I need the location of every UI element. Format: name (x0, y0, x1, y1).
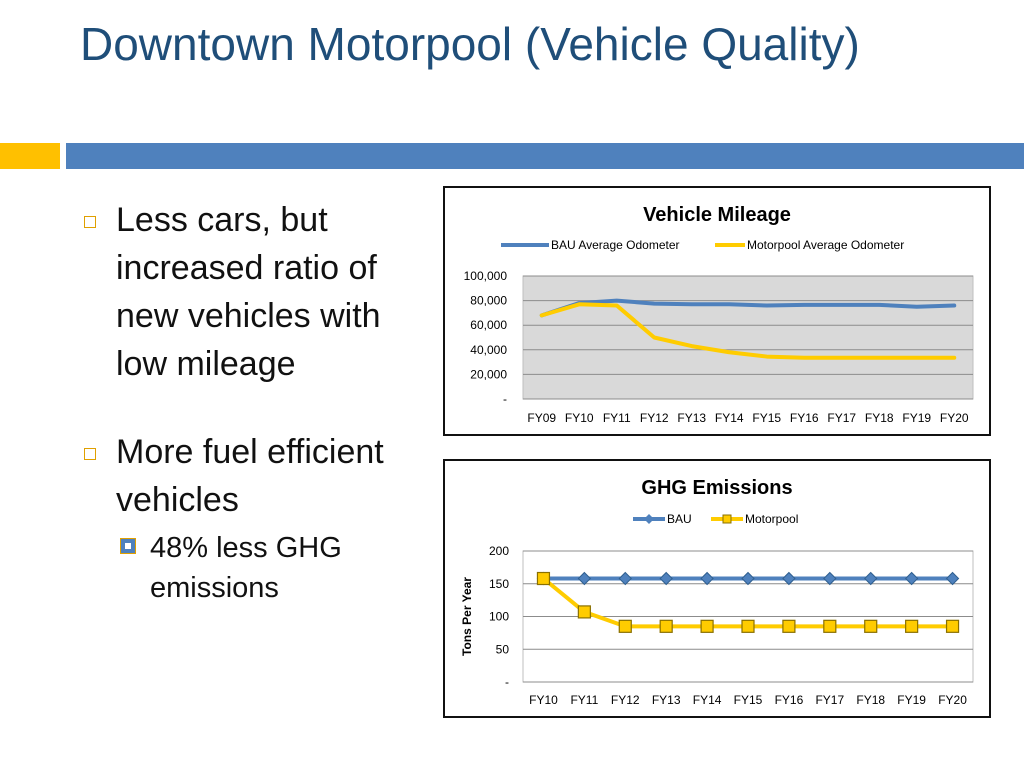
series-line-0 (539, 298, 957, 318)
data-point (864, 619, 878, 633)
slide-title: Downtown Motorpool (Vehicle Quality) (80, 18, 860, 70)
data-point (577, 571, 592, 586)
x-tick-label: FY15 (752, 411, 781, 425)
data-point (945, 571, 960, 586)
title-rule-bar (66, 143, 1024, 169)
square-bullet-icon (84, 448, 96, 460)
x-tick-label: FY17 (815, 693, 844, 707)
x-tick-label: FY18 (865, 411, 894, 425)
y-tick-label: - (505, 675, 509, 689)
y-tick-label: 20,000 (470, 367, 507, 381)
data-point (782, 571, 796, 586)
legend-label: Motorpool (745, 512, 798, 526)
x-tick-label: FY19 (902, 411, 931, 425)
data-point (618, 571, 632, 586)
y-axis-label: Tons Per Year (460, 577, 474, 656)
data-point (945, 619, 960, 633)
data-point (618, 619, 632, 633)
y-tick-label: 150 (489, 577, 509, 591)
x-tick-label: FY14 (693, 693, 722, 707)
legend-label: Motorpool Average Odometer (747, 238, 904, 252)
data-point (741, 619, 755, 633)
y-tick-label: 100 (489, 610, 509, 624)
square-bullet-icon (84, 216, 96, 228)
x-tick-label: FY14 (715, 411, 744, 425)
x-tick-label: FY12 (611, 693, 640, 707)
data-point (782, 619, 796, 633)
bullet-item: More fuel efficient vehicles 48% less GH… (80, 428, 420, 608)
x-tick-label: FY11 (570, 693, 598, 707)
legend-label: BAU (667, 512, 692, 526)
data-point (823, 619, 837, 633)
sub-bullet-item: 48% less GHG emissions (116, 528, 420, 608)
series-line-1 (539, 302, 957, 360)
x-tick-label: FY18 (856, 693, 885, 707)
data-point (659, 619, 673, 633)
x-tick-label: FY13 (677, 411, 706, 425)
data-point (904, 571, 919, 586)
filled-square-bullet-icon (120, 538, 136, 554)
y-tick-label: 80,000 (470, 294, 507, 308)
x-tick-label: FY10 (529, 693, 558, 707)
plot-area (522, 275, 974, 400)
x-tick-label: FY10 (565, 411, 594, 425)
chart-svg: Vehicle Mileage BAU Average Odometer Motor… (464, 204, 974, 425)
data-point (864, 571, 878, 586)
bullet-text: Less cars, but increased ratio of new ve… (116, 201, 381, 383)
y-tick-label: - (503, 392, 507, 406)
legend-label: BAU Average Odometer (551, 238, 680, 252)
y-tick-label: 100,000 (464, 269, 508, 283)
bullet-text: More fuel efficient vehicles (116, 433, 384, 519)
bullet-item: Less cars, but increased ratio of new ve… (80, 196, 420, 388)
data-point (700, 619, 714, 633)
x-tick-label: FY19 (897, 693, 926, 707)
y-tick-label: 60,000 (470, 318, 507, 332)
x-tick-label: FY16 (790, 411, 819, 425)
y-tick-label: 40,000 (470, 343, 507, 357)
title-accent-bar (0, 143, 60, 169)
bullet-list: Less cars, but increased ratio of new ve… (80, 196, 420, 648)
x-tick-label: FY15 (734, 693, 763, 707)
x-tick-label: FY09 (527, 411, 556, 425)
ghg-emissions-chart: GHG Emissions BAU Motorpool - 50 100 150 200 FY1… (443, 459, 991, 718)
chart-title: Vehicle Mileage (643, 204, 791, 226)
chart-svg: GHG Emissions BAU Motorpool - 50 100 150 200 FY1… (460, 477, 974, 707)
data-point (905, 619, 919, 633)
legend-marker (644, 514, 654, 524)
legend-marker (722, 514, 732, 524)
sub-bullet-text: 48% less GHG emissions (150, 532, 342, 604)
data-point (741, 571, 755, 586)
chart-title: GHG Emissions (641, 477, 792, 499)
data-point (659, 571, 673, 586)
x-tick-label: FY13 (652, 693, 681, 707)
x-tick-label: FY12 (640, 411, 669, 425)
data-point (823, 571, 837, 586)
x-tick-label: FY11 (603, 411, 631, 425)
x-tick-label: FY16 (775, 693, 804, 707)
vehicle-mileage-chart: Vehicle Mileage BAU Average Odometer Motor… (443, 186, 991, 436)
x-tick-label: FY20 (938, 693, 967, 707)
y-tick-label: 50 (496, 642, 510, 656)
data-point (536, 571, 551, 586)
data-point (577, 605, 591, 619)
x-tick-label: FY17 (827, 411, 856, 425)
x-tick-label: FY20 (940, 411, 969, 425)
y-tick-label: 200 (489, 544, 509, 558)
data-point (700, 571, 714, 586)
